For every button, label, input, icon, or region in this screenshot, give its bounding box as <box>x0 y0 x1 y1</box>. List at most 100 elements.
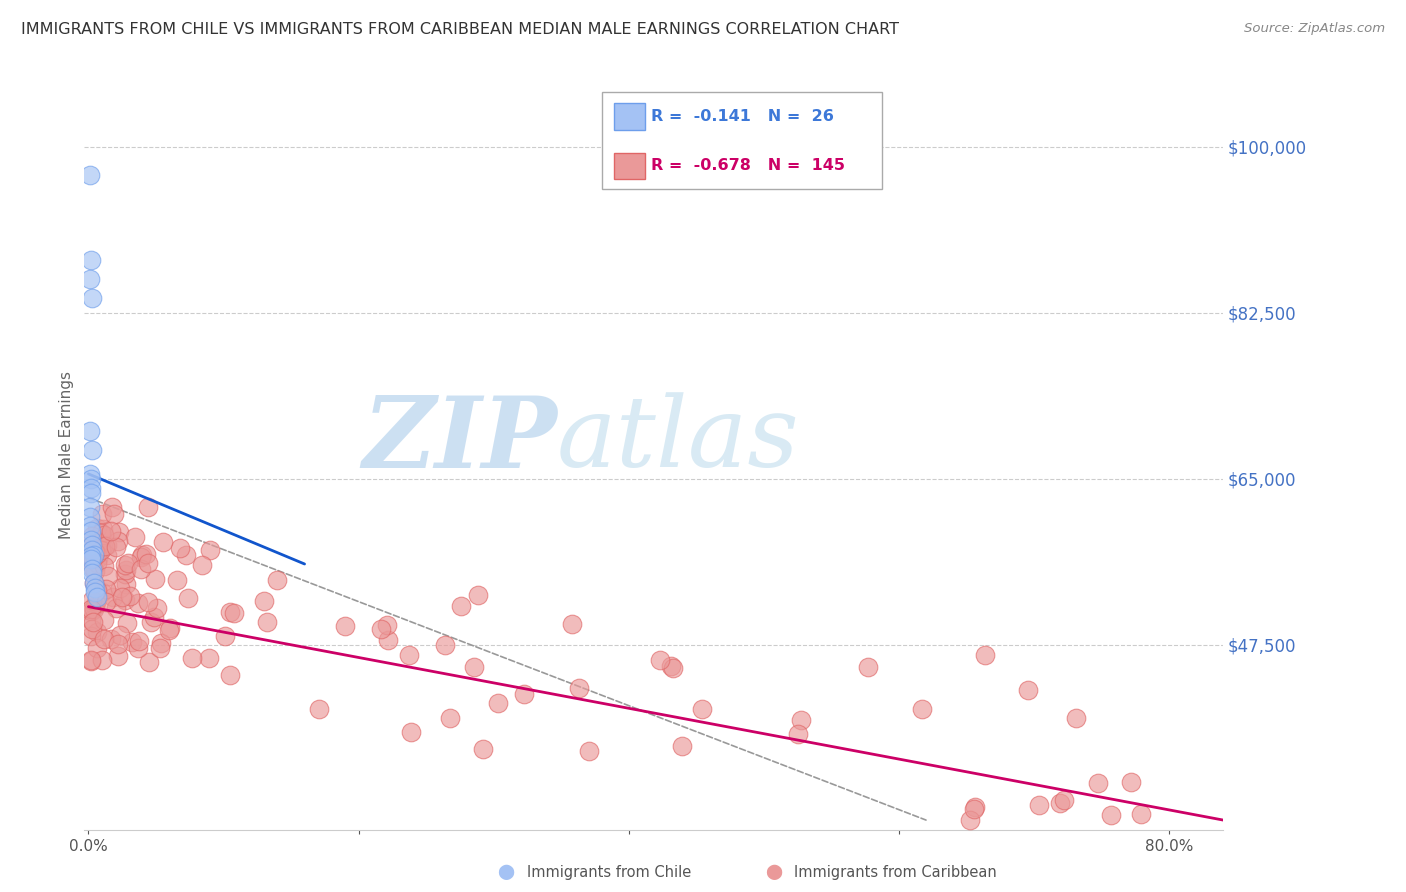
Point <box>82 622 104 636</box>
Point <box>114 576 136 591</box>
Point <box>82 551 104 566</box>
Point <box>83 576 105 591</box>
Point <box>110 581 132 595</box>
Point <box>86 590 108 604</box>
Point <box>375 618 398 632</box>
Point <box>910 702 932 716</box>
Point <box>79 467 101 481</box>
Point <box>1049 796 1071 810</box>
Point <box>101 590 124 604</box>
Point <box>219 668 242 682</box>
Point <box>135 547 157 561</box>
Point <box>159 622 181 636</box>
Text: R =  -0.678   N =  145: R = -0.678 N = 145 <box>651 159 845 173</box>
Point <box>1129 807 1152 822</box>
Point <box>127 596 149 610</box>
Text: Source: ZipAtlas.com: Source: ZipAtlas.com <box>1244 22 1385 36</box>
Point <box>111 590 134 604</box>
Point <box>101 500 124 514</box>
Point <box>399 725 422 739</box>
Point <box>973 648 995 663</box>
Point <box>149 636 172 650</box>
Point <box>108 628 131 642</box>
Point <box>692 702 714 716</box>
Point <box>1099 807 1122 822</box>
Point <box>136 595 159 609</box>
Point <box>105 541 128 555</box>
Point <box>858 660 880 674</box>
Point <box>80 524 103 538</box>
Point <box>1087 776 1109 790</box>
Point <box>105 600 128 615</box>
Point <box>118 589 141 603</box>
Point <box>124 530 146 544</box>
Point <box>1017 682 1039 697</box>
Point <box>91 539 114 553</box>
Point <box>80 604 103 618</box>
Point <box>107 649 129 664</box>
Point <box>91 522 114 536</box>
Point <box>84 585 107 599</box>
Point <box>84 564 107 578</box>
Point <box>439 711 461 725</box>
Point <box>450 599 472 613</box>
Point <box>80 529 103 543</box>
Point <box>131 548 153 562</box>
Point <box>1121 775 1143 789</box>
Point <box>80 549 103 564</box>
Text: Immigrants from Caribbean: Immigrants from Caribbean <box>794 865 997 880</box>
Point <box>79 519 101 533</box>
Point <box>91 584 114 599</box>
Point <box>90 526 112 541</box>
Point <box>83 602 105 616</box>
Point <box>398 648 420 662</box>
Point <box>662 661 685 675</box>
Text: IMMIGRANTS FROM CHILE VS IMMIGRANTS FROM CARIBBEAN MEDIAN MALE EARNINGS CORRELAT: IMMIGRANTS FROM CHILE VS IMMIGRANTS FROM… <box>21 22 898 37</box>
Point <box>107 533 129 548</box>
Point <box>963 802 986 816</box>
Point <box>82 542 104 557</box>
Point <box>377 633 399 648</box>
Point <box>86 557 108 571</box>
Point <box>308 702 330 716</box>
Point <box>121 635 143 649</box>
Point <box>83 542 105 557</box>
Point <box>79 272 101 286</box>
Point <box>166 573 188 587</box>
Point <box>80 486 103 500</box>
Point <box>114 592 136 607</box>
Point <box>214 629 236 643</box>
Point <box>93 559 115 574</box>
Point <box>138 655 160 669</box>
Point <box>80 253 103 268</box>
Point <box>959 813 981 827</box>
Point <box>174 548 197 562</box>
Point <box>90 543 112 558</box>
Point <box>86 640 108 655</box>
Point <box>80 481 103 495</box>
Point <box>149 640 172 655</box>
Point <box>107 525 129 540</box>
Point <box>84 594 107 608</box>
Point <box>219 605 242 619</box>
Point <box>107 637 129 651</box>
Point <box>200 542 222 557</box>
Point <box>80 653 103 667</box>
Point <box>648 653 671 667</box>
Point <box>180 651 202 665</box>
Point <box>96 548 118 562</box>
Point <box>96 595 118 609</box>
Point <box>93 632 115 647</box>
Text: ⬤: ⬤ <box>765 864 782 880</box>
Point <box>561 617 583 632</box>
Point <box>84 581 107 595</box>
Point <box>82 615 104 629</box>
Point <box>145 572 167 586</box>
Point <box>82 538 104 552</box>
Point <box>1028 797 1050 812</box>
Point <box>114 558 136 572</box>
Text: Immigrants from Chile: Immigrants from Chile <box>527 865 692 880</box>
Point <box>256 615 278 629</box>
Point <box>138 500 160 514</box>
Point <box>578 744 600 758</box>
